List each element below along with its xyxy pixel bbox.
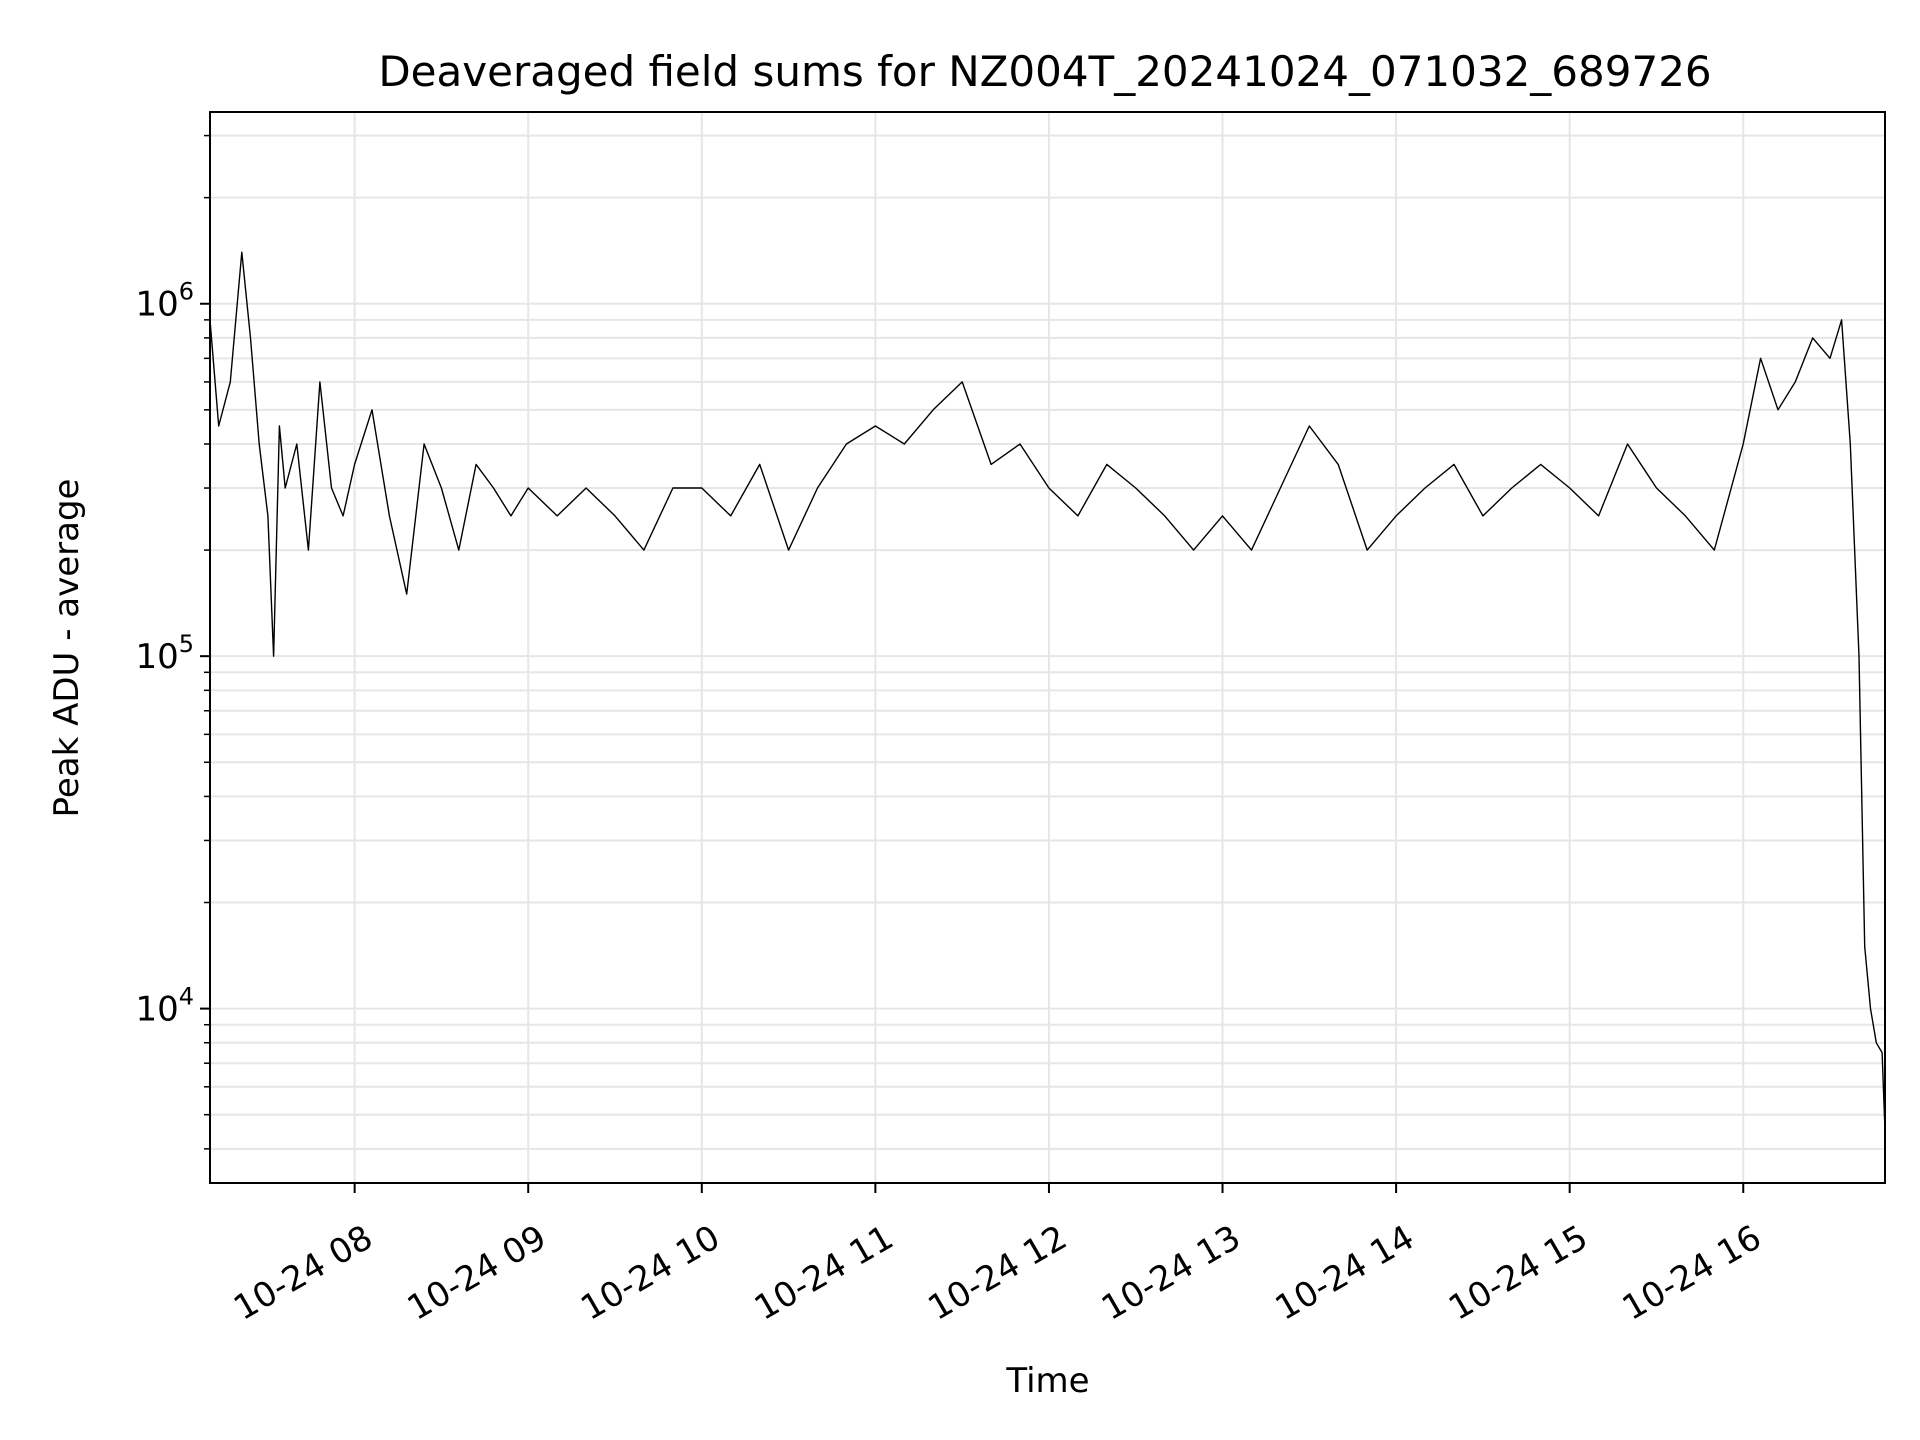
y-axis-label: Peak ADU - average: [47, 479, 87, 818]
axes-frame: [209, 111, 1886, 1184]
plot-area: [209, 251, 1886, 1131]
series-line: [209, 251, 1886, 1131]
x-axis-label: Time: [1005, 1361, 1089, 1401]
y-tick-label: 105: [135, 630, 194, 677]
chart-title: Deaveraged field sums for NZ004T_2024102…: [378, 47, 1711, 96]
grid: [210, 112, 1885, 1183]
